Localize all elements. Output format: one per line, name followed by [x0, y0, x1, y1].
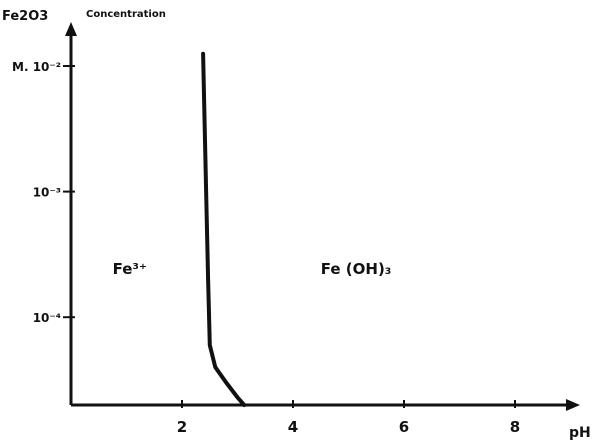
y-tick-label: M. 10⁻²	[12, 60, 61, 74]
annotations: Fe³⁺ Fe (OH)₃	[113, 260, 392, 278]
series	[201, 51, 247, 407]
data-point	[225, 382, 228, 384]
x-tick-label: 2	[177, 418, 187, 436]
ticks: 2 4 6 8 M. 10⁻² 10⁻³ 10⁻⁴	[12, 60, 520, 436]
y-axis-title-compound: Fe2O3	[2, 9, 48, 24]
data-point	[205, 202, 208, 205]
x-tick-label: 6	[399, 418, 409, 436]
y-axis-title-quantity: Concentration	[86, 9, 166, 20]
x-axis-arrowhead	[566, 399, 580, 411]
solubility-curve	[201, 51, 247, 407]
data-point	[236, 396, 239, 399]
axis-labels: Fe2O3 Concentration pH	[2, 9, 591, 441]
y-tick-label: 10⁻³	[33, 186, 61, 200]
data-point	[243, 404, 245, 406]
region-label: Fe (OH)₃	[321, 260, 392, 278]
data-point	[214, 366, 217, 368]
y-tick-label: 10⁻⁴	[33, 311, 61, 325]
x-axis-title: pH	[569, 425, 591, 441]
data-point	[208, 344, 211, 346]
region-label: Fe³⁺	[113, 260, 147, 278]
x-tick-label: 8	[510, 418, 520, 436]
x-tick-label: 4	[288, 418, 298, 436]
data-point	[202, 53, 204, 55]
data-point	[207, 278, 209, 281]
data-point	[203, 130, 206, 133]
y-axis-arrowhead	[65, 22, 77, 36]
axes	[65, 22, 580, 411]
